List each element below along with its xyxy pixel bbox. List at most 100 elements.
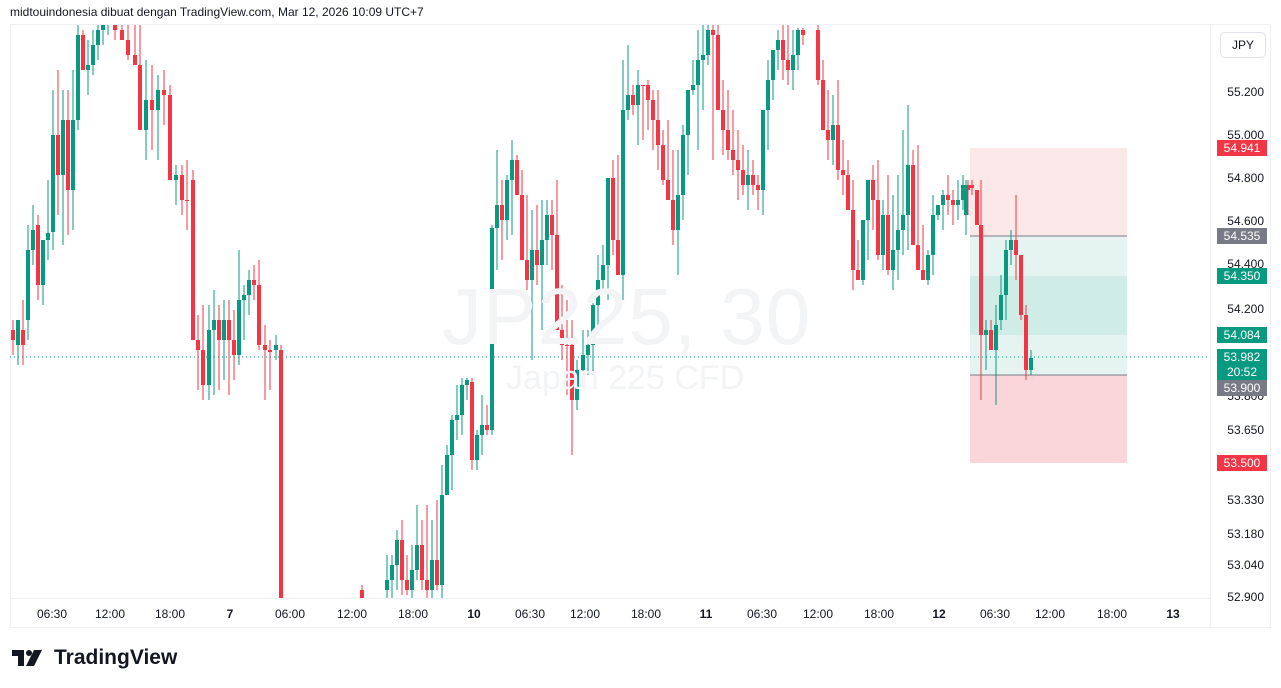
candle — [410, 570, 414, 590]
candle — [16, 320, 20, 345]
candle — [606, 178, 610, 265]
bottom-stop-label: 53.500 — [1217, 455, 1267, 471]
candle — [11, 330, 15, 340]
candle — [994, 325, 998, 350]
candle — [207, 330, 211, 385]
candle — [385, 580, 389, 590]
candle — [101, 25, 105, 30]
candle — [886, 215, 890, 270]
time-tick: 18:00 — [863, 607, 895, 621]
candle — [831, 125, 835, 140]
candle — [56, 135, 60, 175]
candle — [455, 415, 459, 420]
candle — [274, 345, 278, 350]
tradingview-logo[interactable]: TradingView — [12, 646, 177, 670]
candle — [445, 455, 449, 495]
tradingview-logo-icon — [12, 650, 42, 666]
candle — [196, 340, 200, 350]
candle — [227, 320, 231, 340]
candle — [26, 250, 30, 320]
candle — [540, 240, 544, 265]
candle — [1019, 255, 1023, 315]
stop-zone — [970, 148, 1127, 236]
candle — [91, 45, 95, 65]
candle — [766, 80, 770, 110]
candle — [560, 330, 564, 345]
target-zone-inner — [970, 276, 1127, 335]
candle — [575, 370, 579, 400]
candle — [237, 300, 241, 355]
candle — [415, 545, 419, 570]
currency-button[interactable]: JPY — [1220, 32, 1266, 58]
candle — [425, 580, 429, 590]
time-tick: 18:00 — [630, 607, 662, 621]
candle — [450, 420, 454, 455]
candle — [263, 345, 267, 350]
price-tick: 55.000 — [1227, 128, 1264, 142]
candle — [581, 355, 585, 370]
candle — [1014, 240, 1018, 255]
tradingview-brand-text: TradingView — [54, 646, 178, 669]
price-tick: 53.180 — [1227, 527, 1264, 541]
candle — [96, 30, 100, 45]
price-tick: 54.800 — [1227, 171, 1264, 185]
candle — [150, 100, 154, 110]
candle — [901, 215, 905, 230]
candle — [395, 540, 399, 565]
candle — [956, 200, 960, 205]
candle — [535, 250, 539, 265]
candle — [711, 30, 715, 35]
candle — [420, 545, 424, 580]
price-tick: 53.650 — [1227, 423, 1264, 437]
candle — [360, 590, 364, 598]
time-tick: 11 — [699, 607, 713, 621]
candle — [641, 85, 645, 86]
time-tick: 06:30 — [746, 607, 778, 621]
time-tick: 13 — [1166, 607, 1180, 621]
position-bottom-label: 53.900 — [1217, 380, 1267, 396]
description-watermark: Japan 225 CFD — [506, 359, 745, 397]
candle — [133, 55, 137, 65]
candle — [525, 260, 529, 280]
candle — [51, 135, 55, 232]
time-scale[interactable]: 06:30 12:00 18:00 7 06:00 12:00 18:00 10 06:30 12… — [10, 598, 1210, 629]
candle — [495, 205, 499, 228]
candle — [646, 85, 650, 100]
candle — [796, 30, 800, 55]
candle — [440, 495, 444, 585]
candle — [671, 200, 675, 230]
candle — [465, 380, 469, 385]
candle — [138, 65, 142, 130]
candle — [964, 185, 968, 215]
candle — [681, 135, 685, 195]
candle — [826, 130, 830, 140]
stop-loss-label: 54.941 — [1217, 140, 1267, 156]
candle — [66, 120, 70, 190]
price-tick: 54.600 — [1227, 214, 1264, 228]
candle — [591, 305, 595, 345]
candle — [61, 120, 65, 175]
candle — [46, 233, 50, 240]
candle — [946, 195, 950, 200]
time-tick: 10 — [467, 607, 481, 621]
price-chart-pane[interactable]: JP225, 30 Japan 225 CFD — [10, 25, 1210, 598]
candle — [706, 30, 710, 55]
candle — [279, 350, 283, 598]
candle — [701, 55, 705, 60]
candle — [691, 85, 695, 90]
candle — [756, 185, 760, 190]
candle — [257, 285, 261, 345]
candle — [916, 245, 920, 270]
candle — [891, 250, 895, 270]
price-scale[interactable]: 55.200 55.000 54.800 54.600 54.400 54.200 53.8… — [1210, 25, 1272, 628]
candle — [217, 320, 221, 340]
candle — [921, 270, 925, 280]
time-tick: 12:00 — [336, 607, 368, 621]
candle — [896, 230, 900, 250]
candle — [475, 435, 479, 460]
candle — [746, 175, 750, 185]
candle — [661, 145, 665, 180]
stop-zone-lower — [970, 375, 1127, 463]
target-label: 54.350 — [1217, 268, 1267, 284]
candle — [801, 30, 805, 35]
